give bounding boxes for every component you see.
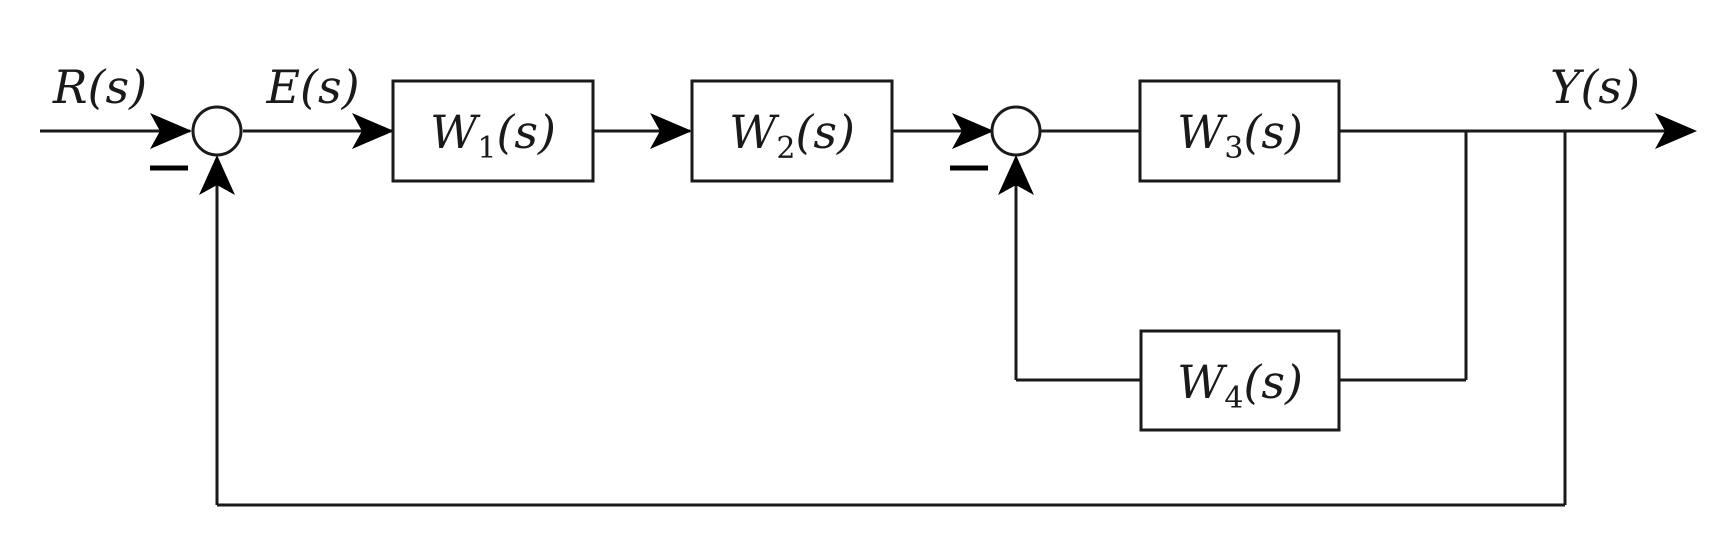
output-arrowhead <box>1655 113 1697 149</box>
output-signal-label: Y(s) <box>1550 60 1640 114</box>
block-w3-label: W3(s) <box>1177 105 1303 166</box>
error-arrowhead <box>352 113 394 149</box>
outer-feedback-arrowhead <box>199 155 235 195</box>
input-signal-label: R(s) <box>52 60 147 114</box>
junction2-input-arrowhead <box>952 113 994 149</box>
block-w1 <box>391 79 595 183</box>
block-w2 <box>690 79 894 183</box>
w1-to-w2-arrowhead <box>650 113 692 149</box>
block-w3 <box>1138 79 1341 183</box>
block-w1-label: W1(s) <box>430 105 556 166</box>
block-w2-label: W2(s) <box>729 105 855 166</box>
inner-feedback-arrowhead <box>998 155 1034 195</box>
block-w4 <box>1139 329 1341 432</box>
summing-junction-2 <box>990 105 1042 157</box>
input-arrowhead <box>150 113 192 149</box>
summing-junction-1 <box>191 105 243 157</box>
error-signal-label: E(s) <box>265 60 359 114</box>
block-w4-label: W4(s) <box>1177 355 1303 416</box>
